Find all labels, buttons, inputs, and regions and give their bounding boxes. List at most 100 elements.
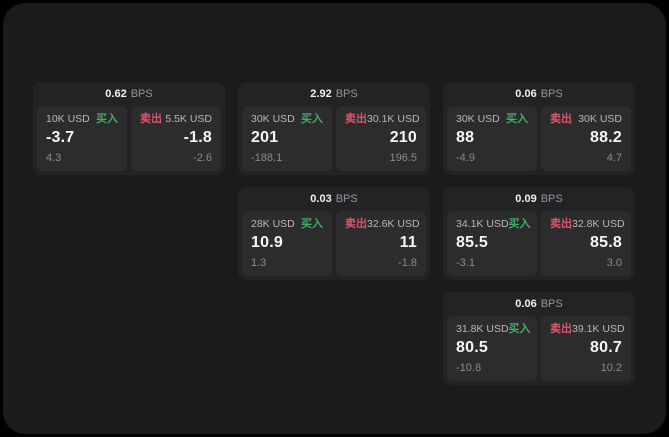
sell-tile[interactable]: 卖出 39.1K USD 80.7 10.2 — [541, 316, 631, 381]
sell-tile[interactable]: 卖出 5.5K USD -1.8 -2.6 — [131, 106, 221, 171]
sell-tile-header: 卖出 32.6K USD — [345, 218, 420, 231]
sell-price: 210 — [389, 129, 417, 146]
sell-tile[interactable]: 卖出 32.8K USD 85.8 3.0 — [541, 211, 631, 276]
sell-tile-header: 卖出 39.1K USD — [550, 323, 625, 336]
buy-amount: 30K USD — [456, 113, 500, 125]
buy-price: 201 — [251, 129, 279, 146]
buy-price: -3.7 — [46, 129, 75, 146]
buy-amount: 28K USD — [251, 218, 295, 230]
buy-delta: 1.3 — [251, 257, 267, 269]
sell-delta: 4.7 — [606, 152, 622, 164]
buy-delta: -10.8 — [456, 362, 482, 374]
sell-label: 卖出 — [140, 113, 162, 125]
bps-value: 0.06 — [515, 88, 537, 100]
buy-tile[interactable]: 30K USD 买入 88 -4.9 — [447, 106, 537, 171]
buy-label: 买入 — [301, 113, 323, 125]
card-body: 30K USD 买入 201 -188.1 卖出 30.1K USD 210 1… — [242, 106, 426, 171]
sell-price: 88.2 — [590, 129, 622, 146]
buy-delta: -188.1 — [251, 152, 283, 164]
buy-amount: 30K USD — [251, 113, 295, 125]
sell-price: 11 — [399, 234, 417, 251]
sell-label: 卖出 — [345, 113, 367, 125]
buy-price: 10.9 — [251, 234, 283, 251]
bps-value: 0.09 — [515, 193, 537, 205]
sell-label: 卖出 — [550, 113, 572, 125]
sell-delta: 3.0 — [606, 257, 622, 269]
quote-grid: 0.62 BPS 10K USD 买入 -3.7 4.3 卖出 5.5K USD… — [33, 82, 635, 385]
buy-amount: 34.1K USD — [456, 218, 509, 230]
sell-label: 卖出 — [345, 218, 367, 230]
buy-amount: 31.8K USD — [456, 323, 509, 335]
sell-delta: 196.5 — [389, 152, 417, 164]
bps-value: 0.03 — [310, 193, 332, 205]
buy-label: 买入 — [301, 218, 323, 230]
sell-price: 80.7 — [590, 339, 622, 356]
card-header: 2.92 BPS — [242, 82, 426, 106]
buy-label: 买入 — [508, 323, 531, 335]
buy-tile[interactable]: 10K USD 买入 -3.7 4.3 — [37, 106, 127, 171]
buy-price: 85.5 — [456, 234, 488, 251]
card-body: 28K USD 买入 10.9 1.3 卖出 32.6K USD 11 -1.8 — [242, 211, 426, 276]
buy-tile[interactable]: 30K USD 买入 201 -188.1 — [242, 106, 332, 171]
sell-tile-header: 卖出 5.5K USD — [140, 113, 212, 126]
sell-amount: 32.6K USD — [367, 218, 420, 230]
card-body: 31.8K USD 买入 80.5 -10.8 卖出 39.1K USD 80.… — [447, 316, 631, 381]
sell-label: 卖出 — [550, 323, 572, 335]
buy-label: 买入 — [506, 113, 528, 125]
sell-amount: 39.1K USD — [572, 323, 625, 335]
sell-delta: -1.8 — [398, 257, 417, 269]
buy-label: 买入 — [96, 113, 118, 125]
buy-price: 88 — [456, 129, 475, 146]
quotes-panel: 0.62 BPS 10K USD 买入 -3.7 4.3 卖出 5.5K USD… — [3, 3, 666, 434]
card-header: 0.06 BPS — [447, 292, 631, 316]
sell-tile-header: 卖出 30.1K USD — [345, 113, 420, 126]
buy-label: 买入 — [508, 218, 531, 230]
buy-amount: 10K USD — [46, 113, 90, 125]
buy-tile-header: 28K USD 买入 — [251, 218, 323, 231]
buy-tile-header: 10K USD 买入 — [46, 113, 118, 126]
bps-value: 2.92 — [310, 88, 332, 100]
buy-tile[interactable]: 31.8K USD 买入 80.5 -10.8 — [447, 316, 537, 381]
bps-unit-label: BPS — [540, 193, 563, 205]
card-header: 0.62 BPS — [37, 82, 221, 106]
card-header: 0.09 BPS — [447, 187, 631, 211]
sell-tile[interactable]: 卖出 30K USD 88.2 4.7 — [541, 106, 631, 171]
buy-tile-header: 31.8K USD 买入 — [456, 323, 531, 336]
sell-tile-header: 卖出 30K USD — [550, 113, 622, 126]
sell-tile-header: 卖出 32.8K USD — [550, 218, 625, 231]
card-header: 0.03 BPS — [242, 187, 426, 211]
card-header: 0.06 BPS — [447, 82, 631, 106]
quote-card: 0.06 BPS 30K USD 买入 88 -4.9 卖出 30K USD 8… — [443, 82, 635, 175]
buy-tile-header: 34.1K USD 买入 — [456, 218, 531, 231]
buy-price: 80.5 — [456, 339, 488, 356]
buy-tile-header: 30K USD 买入 — [251, 113, 323, 126]
bps-unit-label: BPS — [335, 88, 358, 100]
sell-delta: 10.2 — [600, 362, 622, 374]
sell-amount: 30K USD — [578, 113, 622, 125]
quote-card: 0.03 BPS 28K USD 买入 10.9 1.3 卖出 32.6K US… — [238, 187, 430, 280]
quote-card: 2.92 BPS 30K USD 买入 201 -188.1 卖出 30.1K … — [238, 82, 430, 175]
sell-label: 卖出 — [550, 218, 572, 230]
bps-unit-label: BPS — [130, 88, 153, 100]
bps-unit-label: BPS — [540, 298, 563, 310]
buy-delta: -4.9 — [456, 152, 475, 164]
sell-delta: -2.6 — [193, 152, 212, 164]
sell-amount: 30.1K USD — [367, 113, 420, 125]
buy-tile[interactable]: 34.1K USD 买入 85.5 -3.1 — [447, 211, 537, 276]
sell-price: -1.8 — [183, 129, 212, 146]
sell-amount: 5.5K USD — [165, 113, 212, 125]
quote-card: 0.09 BPS 34.1K USD 买入 85.5 -3.1 卖出 32.8K… — [443, 187, 635, 280]
buy-tile-header: 30K USD 买入 — [456, 113, 528, 126]
buy-tile[interactable]: 28K USD 买入 10.9 1.3 — [242, 211, 332, 276]
sell-amount: 32.8K USD — [572, 218, 625, 230]
bps-value: 0.62 — [105, 88, 127, 100]
sell-tile[interactable]: 卖出 30.1K USD 210 196.5 — [336, 106, 426, 171]
bps-value: 0.06 — [515, 298, 537, 310]
quote-card: 0.62 BPS 10K USD 买入 -3.7 4.3 卖出 5.5K USD… — [33, 82, 225, 175]
bps-unit-label: BPS — [335, 193, 358, 205]
buy-delta: 4.3 — [46, 152, 62, 164]
bps-unit-label: BPS — [540, 88, 563, 100]
sell-tile[interactable]: 卖出 32.6K USD 11 -1.8 — [336, 211, 426, 276]
card-body: 30K USD 买入 88 -4.9 卖出 30K USD 88.2 4.7 — [447, 106, 631, 171]
